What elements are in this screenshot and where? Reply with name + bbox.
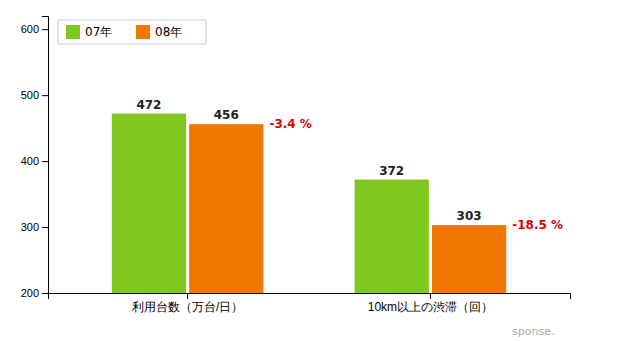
y-tick: 200: [21, 287, 48, 299]
y-tick: 600: [21, 23, 48, 35]
tick-label: 400: [21, 155, 39, 167]
bar: [189, 124, 263, 293]
tick-mark: [430, 293, 431, 299]
tick-label: 600: [21, 23, 39, 35]
legend: 07年 08年: [58, 20, 206, 44]
axis-line: [49, 294, 571, 300]
annotations: -3.4 % -18.5 %: [269, 117, 563, 232]
data-label: 472: [136, 98, 161, 112]
data-label: 456: [214, 108, 239, 122]
plot: 200 300 400 500 600 利用台数（万台/日） 10km以上の渋滞（回） 472…: [21, 17, 571, 314]
tick-mark: [42, 227, 48, 228]
x-axis: 利用台数（万台/日） 10km以上の渋滞（回）: [49, 293, 571, 314]
data-label: 303: [457, 209, 482, 223]
tick-label: 200: [21, 287, 39, 299]
y-tick: 400: [21, 155, 48, 167]
axis-line: [42, 17, 49, 294]
tick-mark: [42, 161, 48, 162]
watermark: sponse.: [512, 325, 554, 338]
series: [189, 124, 506, 293]
tick-label: 300: [21, 221, 39, 233]
bar: [112, 114, 186, 293]
legend-box: [58, 20, 206, 44]
legend-swatch: [136, 25, 150, 39]
tick-label: 利用台数（万台/日）: [132, 300, 243, 314]
legend-item: 08年: [136, 25, 182, 39]
tick-mark: [187, 293, 188, 299]
tick-label: 500: [21, 89, 39, 101]
bars: [112, 114, 506, 293]
tick-label: 10km以上の渋滞（回）: [368, 300, 493, 314]
y-tick: 300: [21, 221, 48, 233]
x-tick: 利用台数（万台/日）: [132, 293, 243, 314]
bar: [432, 225, 506, 293]
x-tick: 10km以上の渋滞（回）: [368, 293, 493, 314]
series: [112, 114, 429, 293]
legend-swatch: [66, 25, 80, 39]
annotation: -3.4 %: [269, 117, 311, 131]
annotation: -18.5 %: [512, 218, 563, 232]
chart: 200 300 400 500 600 利用台数（万台/日） 10km以上の渋滞（回） 472…: [0, 0, 640, 341]
y-axis: 200 300 400 500 600: [21, 17, 49, 300]
tick-mark: [42, 95, 48, 96]
y-tick: 500: [21, 89, 48, 101]
data-labels: 472 372 456 303: [136, 98, 481, 223]
legend-item: 07年: [66, 25, 112, 39]
legend-label: 08年: [155, 25, 182, 39]
data-label: 372: [379, 164, 404, 178]
bar: [355, 180, 429, 293]
legend-label: 07年: [85, 25, 112, 39]
tick-mark: [42, 293, 48, 294]
tick-mark: [42, 29, 48, 30]
